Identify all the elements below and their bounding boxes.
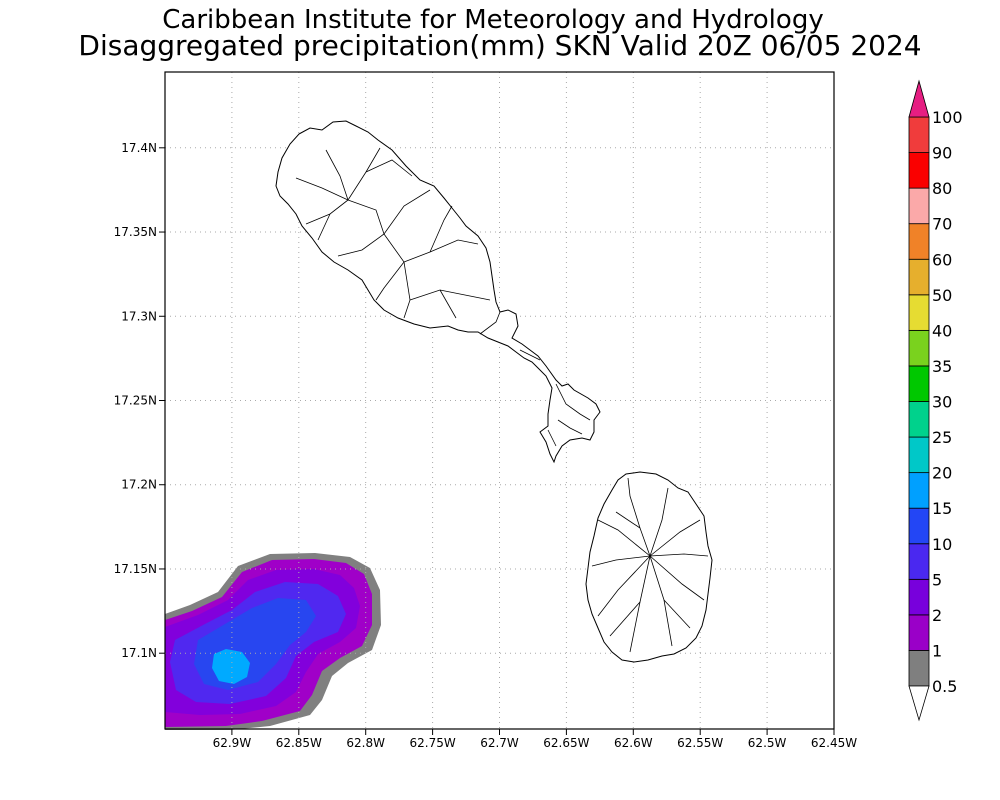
colorbar-label: 1 [932,641,942,660]
latitude-axis: 17.4N 17.35N 17.3N 17.25N 17.2N 17.15N 17.1N [114,141,165,660]
colorbar-bin [908,650,930,687]
colorbar-label: 15 [932,499,952,518]
longitude-axis: 62.9W 62.85W 62.8W 62.75W 62.7W 62.65W 62.6W 62… [213,729,857,750]
colorbar-label: 10 [932,535,952,554]
precip-contour-15mm [212,649,250,684]
colorbar-bin [908,187,930,225]
colorbar-bin [908,472,930,509]
nevis-drainage [591,477,709,653]
colorbar-label: 5 [932,570,942,589]
colorbar-label: 60 [932,250,952,269]
lon-tick-label: 62.55W [677,736,723,750]
colorbar-below-triangle [908,685,930,722]
lat-tick-label: 17.4N [121,141,157,155]
colorbar-label: 0.5 [932,677,957,696]
map-frame [164,71,835,730]
colorbar-bin [908,258,930,296]
st-kitts-coastline [275,120,601,464]
colorbar-bin [908,507,930,545]
colorbar-bin [908,223,930,260]
island-st-kitts [275,120,601,464]
colorbar-bin [908,329,930,367]
nevis-coastline [585,471,713,663]
lon-tick-label: 62.65W [543,736,589,750]
lat-tick-label: 17.3N [121,309,157,323]
st-kitts-drainage [295,147,591,447]
colorbar-label: 2 [932,606,942,625]
colorbar-label: 70 [932,215,952,234]
colorbar-label: 20 [932,464,952,483]
colorbar-bin [908,365,930,402]
lon-tick-label: 62.45W [811,736,857,750]
lat-tick-label: 17.15N [114,562,157,576]
lon-tick-label: 62.75W [409,736,455,750]
colorbar-bin [908,401,930,438]
figure-title: Caribbean Institute for Meteorology and … [162,5,823,35]
lon-tick-label: 62.8W [346,736,385,750]
precipitation-field [165,553,381,730]
colorbar-label: 90 [932,144,952,163]
colorbar-label: 80 [932,179,952,198]
island-nevis [585,471,713,663]
colorbar-bin [908,294,930,331]
colorbar-label: 40 [932,321,952,340]
lat-tick-label: 17.25N [114,394,157,408]
colorbar-label: 30 [932,393,952,412]
map-area: 17.4N 17.35N 17.3N 17.25N 17.2N 17.15N 17.1N 6… [114,71,857,750]
colorbar-bin [908,614,930,651]
lon-tick-label: 62.9W [213,736,252,750]
colorbar-above-triangle [908,79,930,118]
colorbar-bin [908,152,930,189]
colorbar-bin [908,116,930,153]
colorbar-bin [908,543,930,580]
colorbar-label: 25 [932,428,952,447]
lat-tick-label: 17.35N [114,225,157,239]
colorbar-label: 50 [932,286,952,305]
colorbar-bin [908,436,930,474]
lon-tick-label: 62.7W [480,736,519,750]
lat-tick-label: 17.1N [121,646,157,660]
lat-tick-label: 17.2N [121,478,157,492]
lon-tick-label: 62.5W [748,736,787,750]
lon-tick-label: 62.85W [276,736,322,750]
colorbar-bin [908,578,930,616]
colorbar-label: 35 [932,357,952,376]
figure-subtitle: Disaggregated precipitation(mm) SKN Vali… [78,29,921,62]
lon-tick-label: 62.6W [614,736,653,750]
colorbar-label: 100 [932,108,963,127]
